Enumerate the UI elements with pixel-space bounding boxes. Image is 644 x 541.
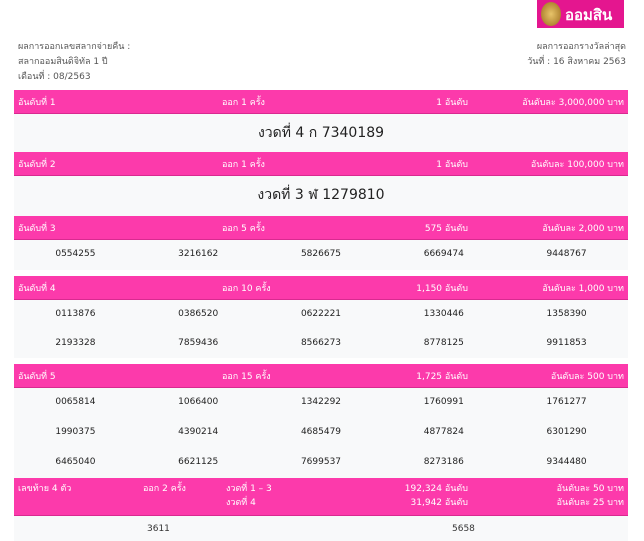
- prize-count: 575 อันดับ: [424, 224, 468, 234]
- prize-rank: อันดับที่ 5: [18, 372, 56, 382]
- prize-header-last4: เลขท้าย 4 ตัว ออก 2 ครั้ง งวดที่ 1 – 3 ง…: [14, 478, 628, 516]
- winning-number: 4685479: [300, 427, 342, 437]
- winning-number: 3611: [147, 524, 170, 534]
- winning-number: 6621125: [178, 457, 219, 467]
- winning-number: 5826675: [300, 249, 342, 259]
- prize-amount: อันดับละ 3,000,000 บาท: [522, 98, 624, 108]
- winning-number: 1066400: [178, 397, 219, 407]
- winning-number: 9911853: [546, 338, 587, 348]
- prize-count: 1,725 อันดับ: [416, 372, 468, 382]
- draw-info: ผลการออกเลขสลากจ่ายคืน : สลากออมสินดิจิท…: [18, 40, 130, 85]
- prize-count: 1 อันดับ: [436, 160, 468, 170]
- latest-date: วันที่ : 16 สิงหาคม 2563: [527, 57, 626, 67]
- prize-draws: ออก 15 ครั้ง: [222, 372, 271, 382]
- winning-number: 0622221: [300, 309, 342, 319]
- prize-header-3: อันดับที่ 3 ออก 5 ครั้ง 575 อันดับ อันดับละ…: [14, 216, 628, 240]
- winning-number: 0065814: [55, 397, 96, 407]
- winning-number: 8566273: [300, 338, 342, 348]
- prize-rank: เลขท้าย 4 ตัว: [18, 484, 72, 494]
- winning-number: 4390214: [178, 427, 219, 437]
- winning-number: 9344480: [546, 457, 587, 467]
- prize-draws: ออก 2 ครั้ง: [143, 484, 186, 494]
- prize-amount: อันดับละ 500 บาท: [550, 372, 624, 382]
- logo-text: ออมสิน: [565, 5, 613, 24]
- period-1-3: งวดที่ 1 – 3: [226, 484, 272, 494]
- count-1-3: 192,324 อันดับ: [404, 484, 468, 494]
- prize-rank: อันดับที่ 2: [18, 160, 56, 170]
- winning-number: 7859436: [178, 338, 219, 348]
- prize-amount: อันดับละ 1,000 บาท: [542, 284, 624, 294]
- prize-amount: อันดับละ 2,000 บาท: [542, 224, 624, 234]
- info-product: สลากออมสินดิจิทัล 1 ปี: [18, 57, 108, 67]
- winning-number: 1760991: [423, 397, 464, 407]
- winning-number: 9448767: [546, 249, 587, 259]
- winning-number: 1990375: [55, 427, 96, 437]
- winning-number: 8273186: [423, 457, 464, 467]
- amount-4: อันดับละ 25 บาท: [556, 498, 624, 508]
- prize-results-4: 0113876 0386520 0622221 1330446 1358390 21933…: [14, 300, 628, 358]
- prize-rank: อันดับที่ 3: [18, 224, 56, 234]
- winning-number: 6301290: [546, 427, 587, 437]
- winning-number: 6465040: [55, 457, 96, 467]
- last4-numbers: 3611 5658: [14, 516, 628, 541]
- prize-count: 1,150 อันดับ: [416, 284, 468, 294]
- prize-draws: ออก 5 ครั้ง: [222, 224, 265, 234]
- winning-number: 4877824: [423, 427, 464, 437]
- winning-number: 7699537: [300, 457, 342, 467]
- prize-rank: อันดับที่ 4: [18, 284, 56, 294]
- prize-amount: อันดับละ 100,000 บาท: [530, 160, 624, 170]
- amount-1-3: อันดับละ 50 บาท: [556, 484, 624, 494]
- winning-number: 3216162: [178, 249, 219, 259]
- prize-draws: ออก 10 ครั้ง: [222, 284, 271, 294]
- winning-number: 0554255: [55, 249, 96, 259]
- winning-number: 1761277: [546, 397, 587, 407]
- prize-header-2: อันดับที่ 2 ออก 1 ครั้ง 1 อันดับ อันดับละ 1…: [14, 152, 628, 176]
- prize-header-1: อันดับที่ 1 ออก 1 ครั้ง 1 อันดับ อันดับละ 3…: [14, 90, 628, 114]
- winning-number: 5658: [452, 524, 475, 534]
- count-4: 31,942 อันดับ: [410, 498, 468, 508]
- latest-result-info: ผลการออกรางวัลล่าสุด วันที่ : 16 สิงหาคม…: [527, 40, 626, 70]
- prize-rank: อันดับที่ 1: [18, 98, 56, 108]
- prize-header-4: อันดับที่ 4 ออก 10 ครั้ง 1,150 อันดับ อันดั…: [14, 276, 628, 300]
- info-month: เดือนที่ : 08/2563: [18, 72, 91, 82]
- winning-number: 0386520: [178, 309, 219, 319]
- winning-number: 2193328: [55, 338, 96, 348]
- prize-draws: ออก 1 ครั้ง: [222, 160, 265, 170]
- latest-title: ผลการออกรางวัลล่าสุด: [536, 42, 626, 52]
- seal-icon: [541, 2, 561, 26]
- winning-number: 0113876: [55, 309, 96, 319]
- winning-number: 1358390: [546, 309, 587, 319]
- prize-results-3: 0554255 3216162 5826675 6669474 9448767: [14, 240, 628, 270]
- prize-results-1: งวดที่ 4 ก 7340189: [14, 114, 628, 152]
- winning-number: 1342292: [300, 397, 342, 407]
- prize-count: 1 อันดับ: [436, 98, 468, 108]
- period-4: งวดที่ 4: [226, 498, 256, 508]
- winning-number: 8778125: [423, 338, 464, 348]
- gsb-logo[interactable]: ออมสิน: [537, 0, 624, 28]
- prize-results-5: 0065814 1066400 1342292 1760991 1761277 19903…: [14, 388, 628, 478]
- winning-number: 1330446: [423, 309, 464, 319]
- info-title: ผลการออกเลขสลากจ่ายคืน :: [18, 42, 131, 52]
- prize-results-2: งวดที่ 3 ฬ 1279810: [14, 176, 628, 216]
- prize-header-5: อันดับที่ 5 ออก 15 ครั้ง 1,725 อันดับ อันดั…: [14, 364, 628, 388]
- winning-number: 6669474: [423, 249, 464, 259]
- prize-draws: ออก 1 ครั้ง: [222, 98, 265, 108]
